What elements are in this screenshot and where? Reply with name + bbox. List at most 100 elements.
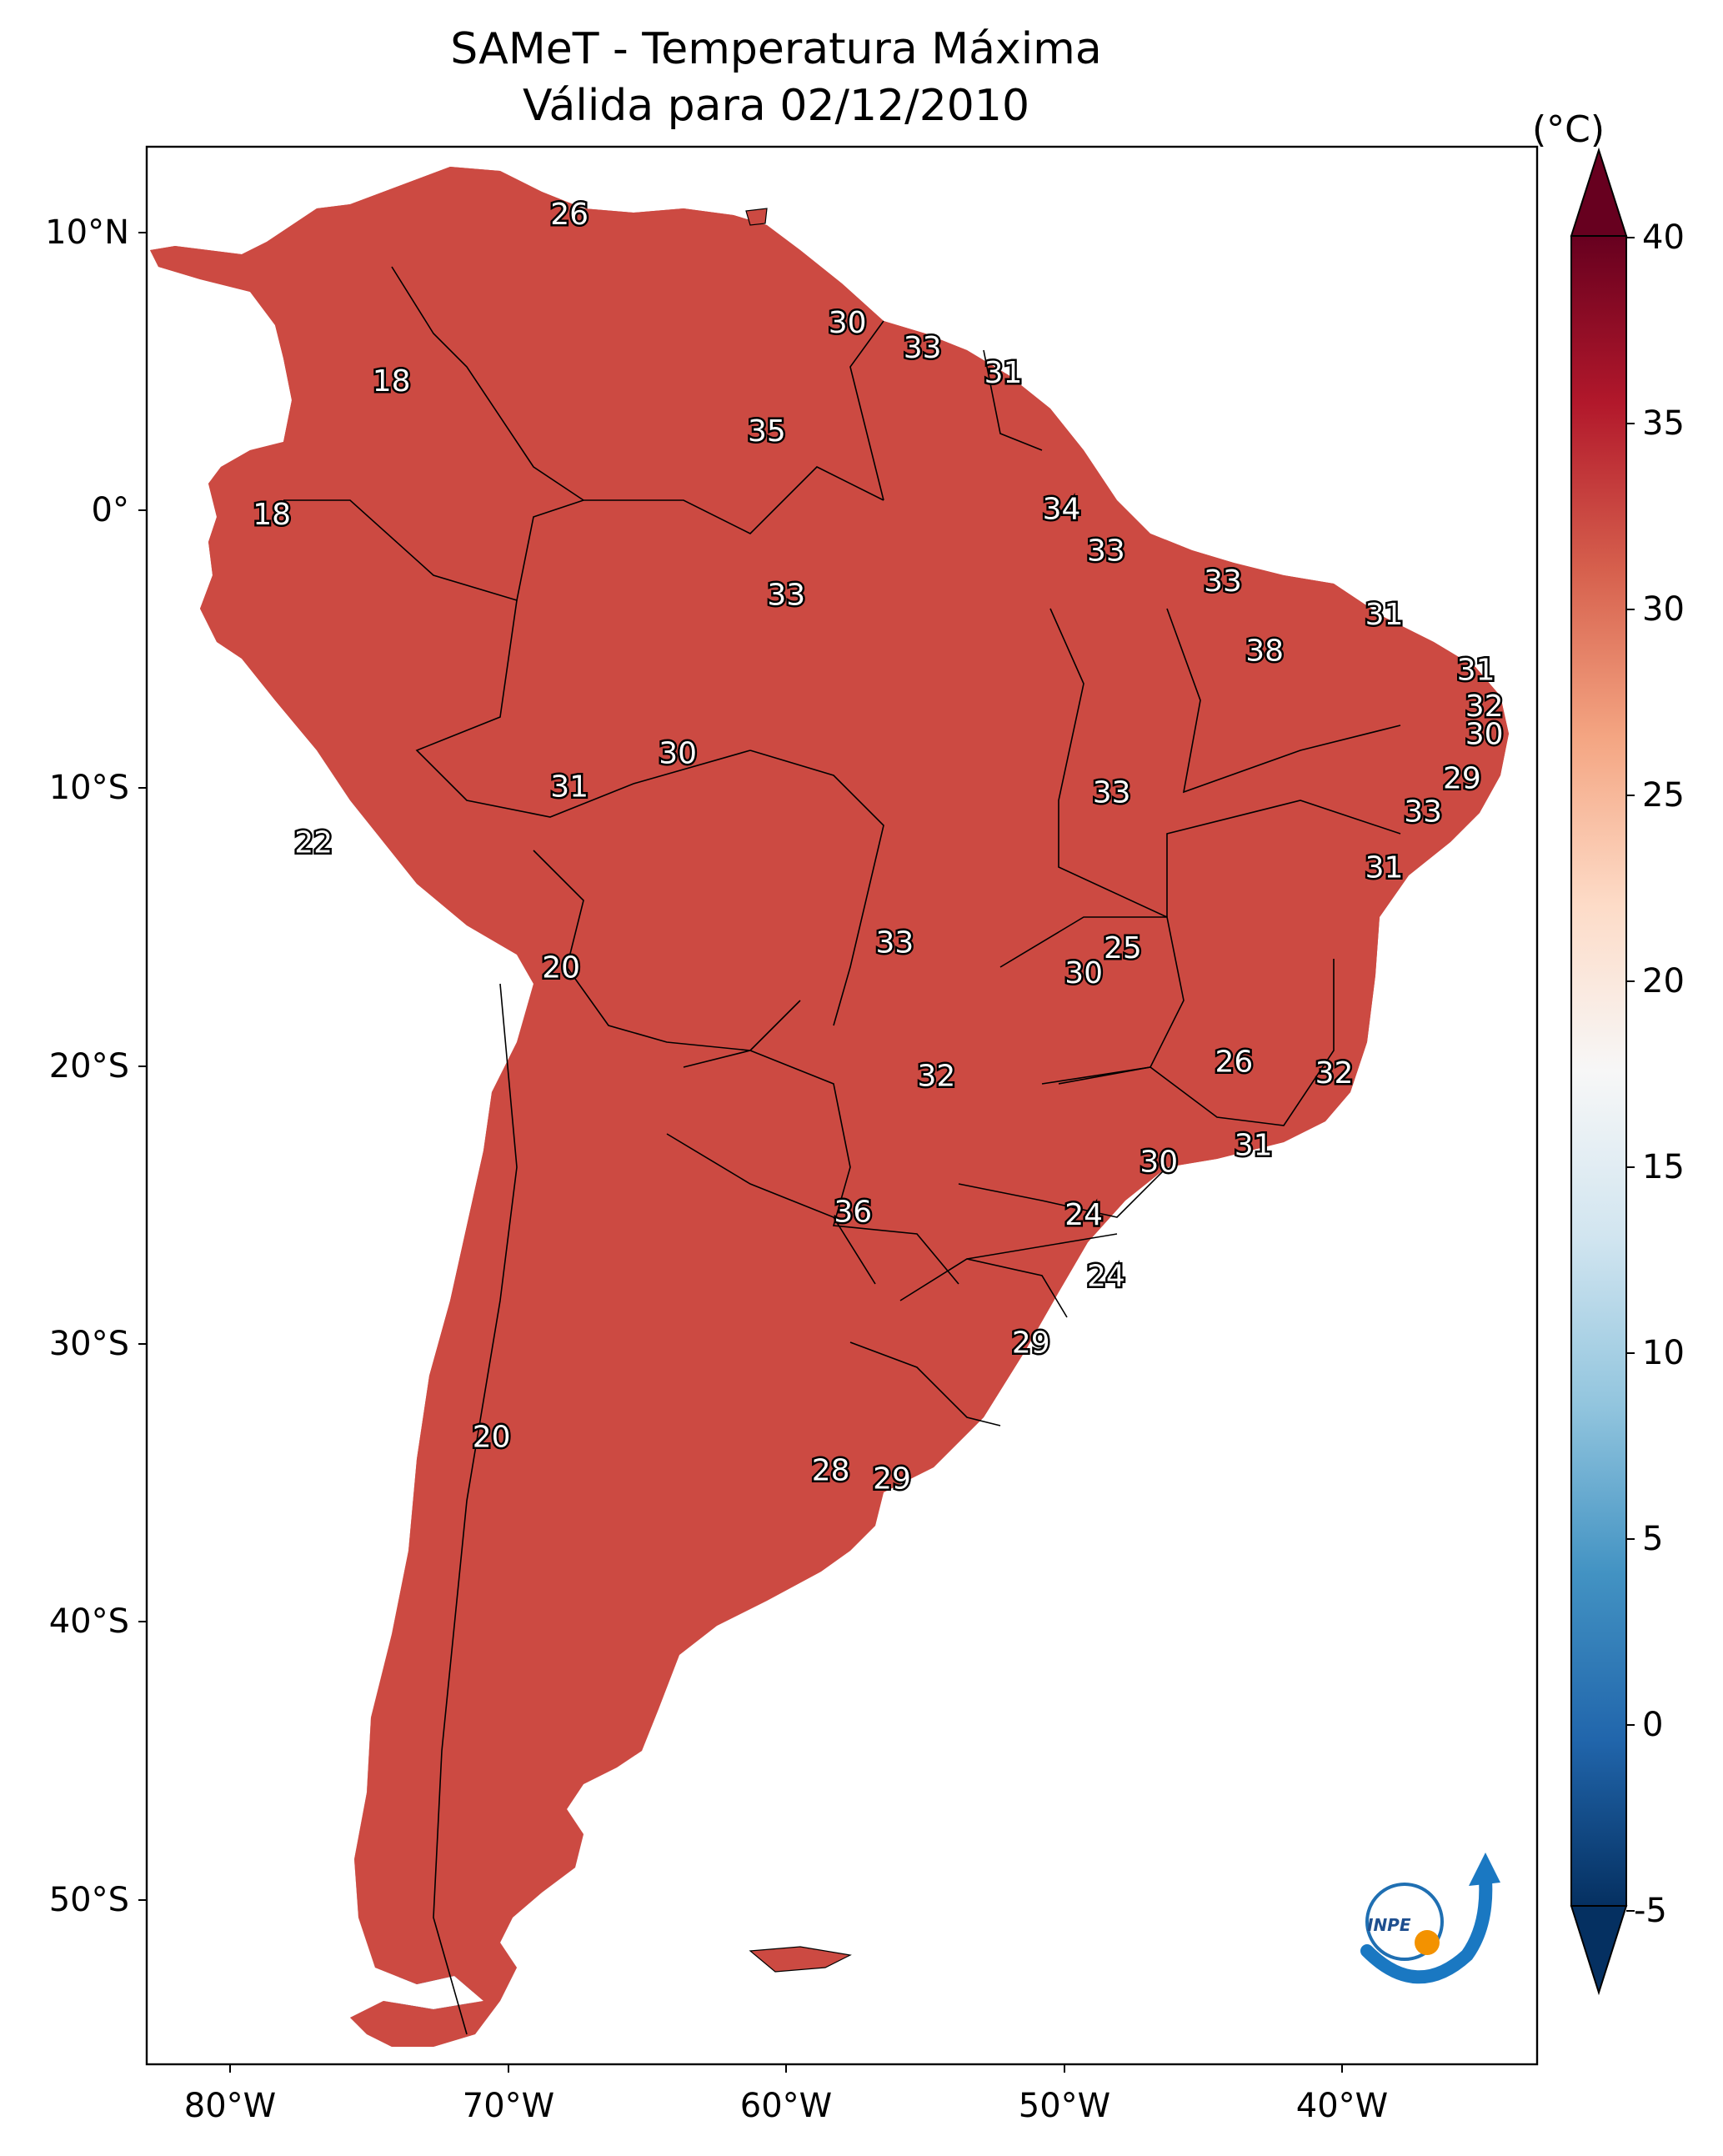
city-temp-label: 31 [1235,1129,1273,1163]
city-temp-label: 33 [1404,795,1442,830]
colorbar-tick-marks [1626,237,1635,1912]
colorbar-tick-35: 35 [1642,404,1685,443]
border-venezuela-brazil [584,466,884,534]
map-frame [145,145,1539,2066]
colorbar-min-extension [1570,1905,1628,1996]
city-temp-label: 31 [550,770,589,805]
city-temp-label: 30 [829,306,867,340]
city-temp-label: 33 [875,925,914,960]
city-temp-label: 32 [1465,689,1504,724]
city-temp-label: 26 [1215,1045,1253,1080]
colorbar-gradient [1570,235,1627,1907]
city-temp-label: 33 [767,579,805,613]
border-sao-paulo [958,1166,1168,1218]
border-paraguay [683,1050,959,1285]
border-argentina-paraguay [666,1133,876,1285]
city-temp-label: 33 [1204,564,1242,599]
colorbar-unit-label: (°C) [1532,108,1605,151]
city-temp-label: 30 [1139,1146,1178,1180]
lat-tick-10n: 10°N [45,213,129,252]
city-temp-label: 32 [917,1059,955,1093]
border-french-guiana [983,349,1043,451]
colorbar-tick-30: 30 [1642,590,1685,629]
city-temp-label: 20 [473,1421,511,1455]
inpe-logo-sun [1415,1930,1440,1955]
colorbar-tick-20: 20 [1642,962,1685,1000]
city-temp-label: 24 [1064,1198,1103,1232]
islands [745,208,852,1973]
border-guyana-suriname [849,320,884,501]
border-mato-grosso [749,750,884,1026]
border-uruguay [849,1341,1001,1426]
colorbar-tick-40: 40 [1642,218,1685,257]
lon-tick-40w: 40°W [1295,2087,1389,2125]
city-temp-label: 22 [294,825,333,860]
city-temp-label: 24 [1087,1259,1125,1293]
inpe-logo-text: INPE [1367,1915,1411,1935]
inpe-logo-ring [1365,1883,1444,1961]
map-subtitle: Válida para 02/12/2010 [522,81,1030,131]
lat-tick-0: 0° [91,491,129,529]
lat-tick-10s: 10°S [48,769,129,807]
city-temp-label: 18 [253,498,291,532]
border-argentina-brazil [899,1258,1068,1318]
colorbar-tick-25: 25 [1642,776,1685,815]
lon-tick-marks [229,2064,1343,2073]
map-title: SAMeT - Temperatura Máxima [450,24,1102,74]
city-temp-label: 36 [834,1196,872,1230]
city-temp-label: 29 [873,1462,911,1497]
inpe-logo: INPE [1360,1853,1500,1984]
border-minas-gerais [1058,959,1335,1126]
colorbar-tick-5: 5 [1642,1520,1664,1558]
city-temp-label: 26 [550,198,589,232]
city-temp-label: 35 [748,414,786,449]
border-colombia-venezuela [391,266,584,501]
inpe-logo-swoosh [1360,1873,1493,1984]
city-temp-label: 31 [984,356,1023,390]
border-peru-brazil [415,599,751,818]
border-northeast-states [1166,608,1401,794]
falkland-islands [749,1946,852,1973]
city-temp-label: 30 [659,737,697,771]
lon-tick-80w: 80°W [183,2087,277,2125]
border-chile-argentina [433,983,518,2035]
border-bahia [1166,800,1401,917]
inpe-logo-arrow [1469,1853,1500,1886]
colorbar-tick-0: 0 [1642,1706,1664,1744]
colorbar-max-extension [1570,147,1628,237]
border-parana [966,1233,1118,1260]
city-temp-label: 38 [1245,634,1284,668]
city-temp-label: 30 [1465,717,1504,751]
city-temp-label: 33 [904,331,942,365]
border-tocantins [1049,608,1168,918]
city-temp-label: 32 [1315,1056,1354,1091]
city-temp-label: 18 [373,364,411,399]
border-colombia-ecuador-peru [283,499,584,602]
lon-tick-70w: 70°W [462,2087,555,2125]
lat-tick-marks [138,232,147,1901]
city-temp-label: 20 [542,950,580,985]
lat-tick-40s: 40°S [48,1602,129,1641]
city-temp-label: 31 [1457,654,1495,688]
city-temp-label: 25 [1104,931,1142,965]
lat-tick-50s: 50°S [48,1881,129,1919]
colorbar-tick-minus5: -5 [1634,1892,1667,1930]
lat-tick-30s: 30°S [48,1325,129,1363]
country-borders [283,266,1401,2035]
city-temp-label: 33 [1087,534,1125,568]
city-temp-label: 29 [1012,1326,1050,1360]
city-temp-label: 29 [1443,762,1481,796]
city-temp-label: 28 [812,1454,850,1488]
city-temp-label: 34 [1043,492,1081,526]
lon-tick-50w: 50°W [1018,2087,1111,2125]
lon-tick-60w: 60°W [739,2087,833,2125]
city-temp-label: 30 [1064,956,1103,990]
colorbar-tick-15: 15 [1642,1148,1685,1186]
city-temp-label: 31 [1365,850,1404,885]
city-temp-label: 31 [1365,598,1404,632]
colorbar [1570,147,1635,1996]
trinidad-island [745,208,768,226]
colorbar-tick-10: 10 [1642,1334,1685,1372]
